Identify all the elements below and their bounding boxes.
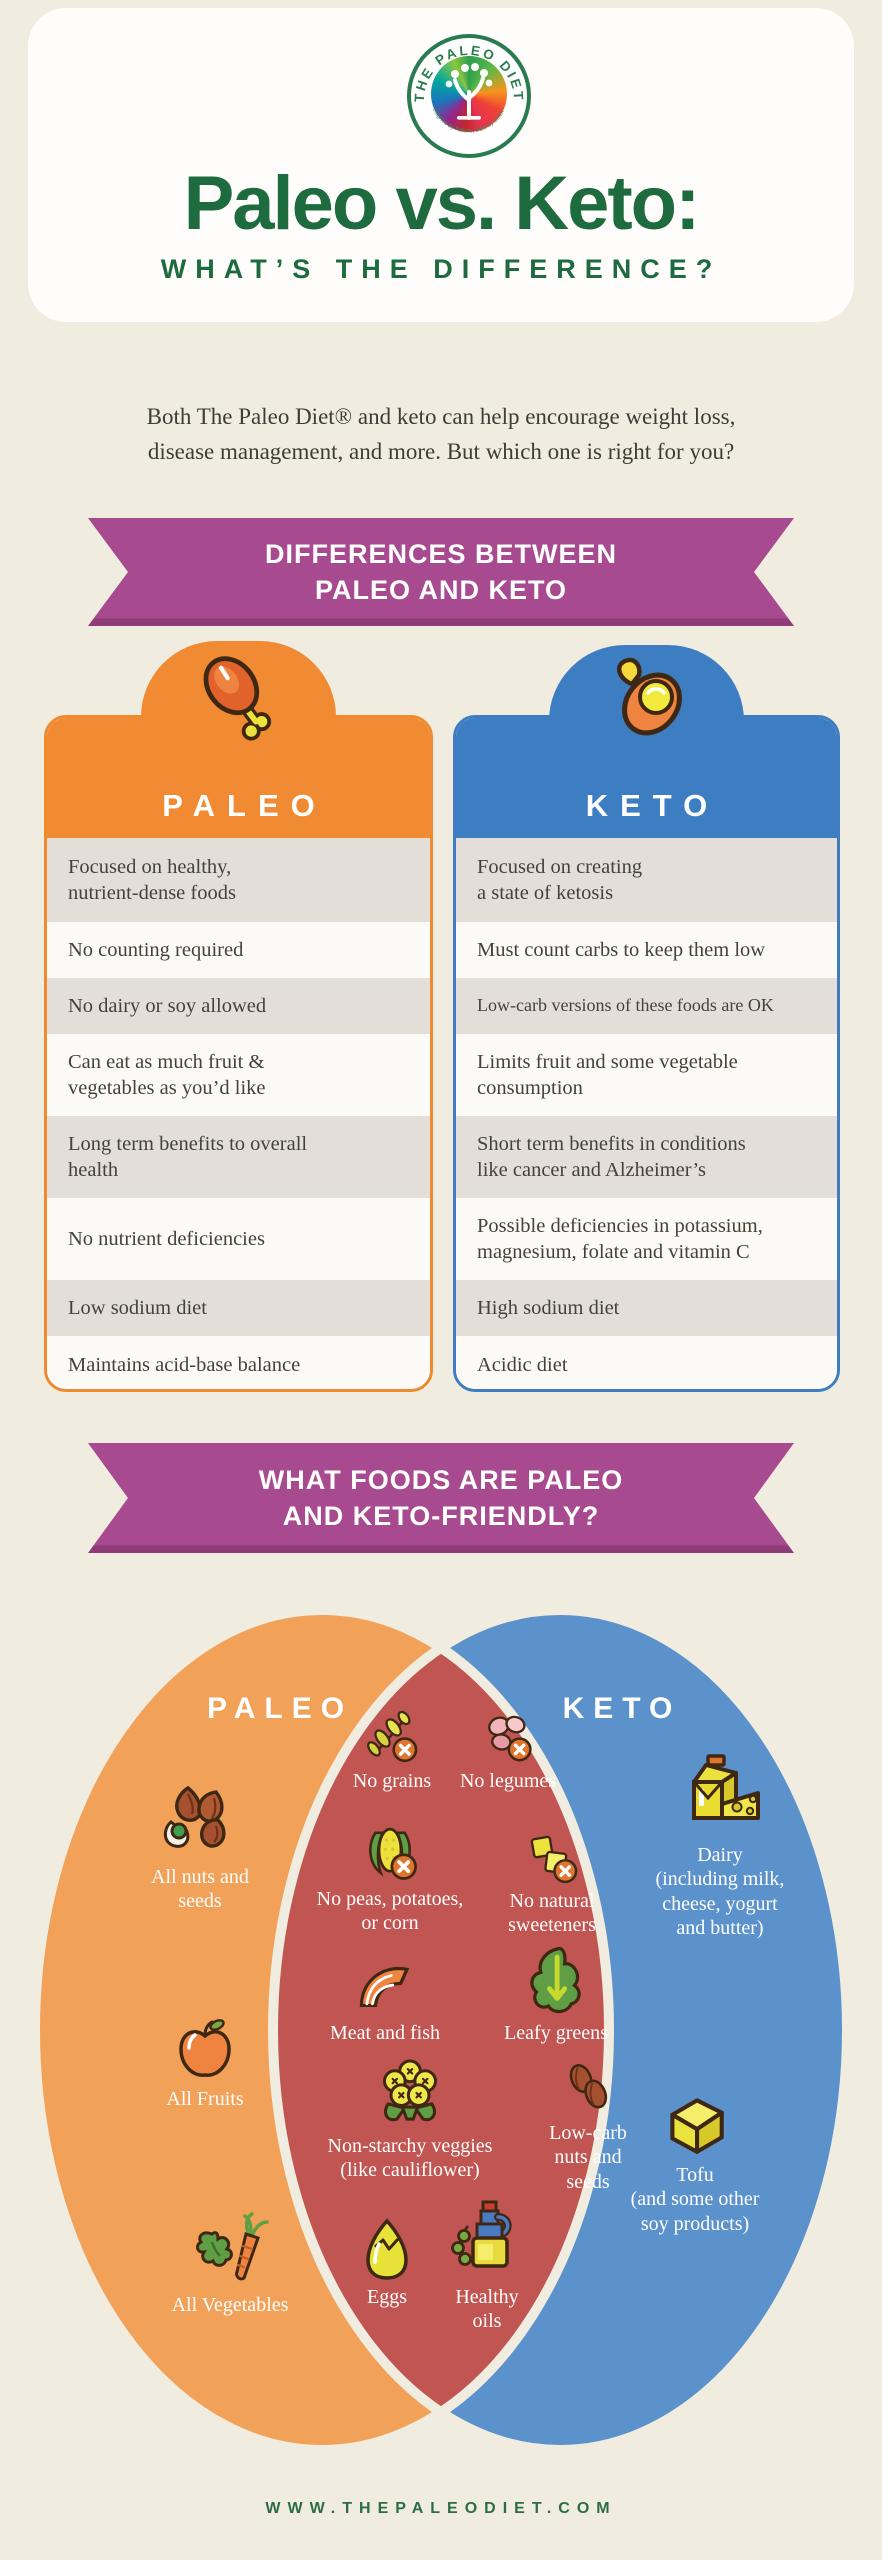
- drumstick-icon: [203, 656, 272, 741]
- paleo-row: No nutrient deficiencies: [47, 1198, 430, 1280]
- item-label: Leafy greens: [504, 2022, 608, 2044]
- vegetables-icon: [195, 2212, 269, 2281]
- page-subtitle: WHAT’S THE DIFFERENCE?: [160, 254, 722, 284]
- keto-row: Limits fruit and some vegetable consumpt…: [456, 1034, 837, 1116]
- keto-card-title: KETO: [456, 718, 837, 838]
- paleo-row: Long term benefits to overall health: [47, 1116, 430, 1198]
- corn-x-icon: [369, 1827, 417, 1880]
- item-label: No grains: [352, 1770, 432, 1792]
- wheat-x-icon: [367, 1710, 418, 1763]
- keto-row: Low-carb versions of these foods are OK: [456, 978, 837, 1034]
- paleo-row: Can eat as much fruit & vegetables as yo…: [47, 1034, 430, 1116]
- venn-item-low-carb-nuts: Low-carb nuts and seeds: [493, 2058, 683, 2194]
- venn-item-tofu: Tofu (and some other soy products): [600, 2086, 790, 2236]
- keto-row: Focused on creating a state of ketosis: [456, 838, 837, 922]
- paleo-row: No counting required: [47, 922, 430, 978]
- venn-item-all-nuts-seeds: All nuts and seeds: [105, 1778, 295, 1914]
- logo-circle: [407, 34, 531, 158]
- legumes-x-icon: [488, 1715, 532, 1762]
- fried-egg-icon: [616, 657, 682, 736]
- venn-item-eggs: Eggs: [292, 2216, 482, 2309]
- item-label: Non-starchy veggies (like cauliflower): [327, 2135, 493, 2182]
- venn-item-all-fruits: All Fruits: [110, 2016, 300, 2111]
- keto-row: Must count carbs to keep them low: [456, 922, 837, 978]
- dairy-icon: [692, 1754, 760, 1820]
- almonds-icon: [163, 1785, 226, 1848]
- item-label: All Vegetables: [171, 2294, 289, 2316]
- keto-row: High sodium diet: [456, 1280, 837, 1336]
- paleo-row: Low sodium diet: [47, 1280, 430, 1336]
- venn-item-no-grains: No grains: [297, 1706, 487, 1793]
- venn-paleo-label: PALEO: [207, 1692, 353, 1725]
- venn-overlap: [272, 1647, 610, 2413]
- salmon-icon: [359, 1966, 410, 2007]
- foods-banner: WHAT FOODS ARE PALEO AND KETO-FRIENDLY?: [88, 1443, 794, 1553]
- venn-item-no-peas-potatoes-corn: No peas, potatoes, or corn: [295, 1820, 485, 1936]
- venn-keto-label: KETO: [563, 1692, 682, 1725]
- keto-card: KETO Focused on creating a state of keto…: [453, 715, 840, 1392]
- item-label: All nuts and seeds: [151, 1866, 249, 1913]
- paleo-row: Focused on healthy, nutrient-dense foods: [47, 838, 430, 922]
- venn-item-dairy: Dairy (including milk, cheese, yogurt an…: [625, 1748, 815, 1941]
- leafy-greens-icon: [530, 1946, 581, 2014]
- venn-item-no-legumes: No legumes: [413, 1708, 603, 1793]
- item-label: All Fruits: [166, 2088, 244, 2110]
- keto-rows: Focused on creating a state of ketosis M…: [456, 838, 837, 1389]
- item-label: No legumes: [459, 1770, 557, 1792]
- keto-row: Acidic diet: [456, 1336, 837, 1389]
- paleo-row: Maintains acid-base balance: [47, 1336, 430, 1389]
- pecans-icon: [569, 2064, 608, 2109]
- venn-item-meat-fish: Meat and fish: [290, 1952, 480, 2045]
- item-label: Healthy oils: [455, 2286, 519, 2333]
- paleo-card: PALEO Focused on healthy, nutrient-dense…: [44, 715, 433, 1392]
- page-title: Paleo vs. Keto:: [183, 161, 701, 246]
- item-label: Dairy (including milk, cheese, yogurt an…: [655, 1844, 785, 1940]
- paleo-rows: Focused on healthy, nutrient-dense foods…: [47, 838, 430, 1389]
- paleo-card-title: PALEO: [47, 718, 430, 838]
- keto-row: Possible deficiencies in potassium, magn…: [456, 1198, 837, 1280]
- paleo-row: No dairy or soy allowed: [47, 978, 430, 1034]
- intro-text: Both The Paleo Diet® and keto can help e…: [146, 404, 736, 464]
- item-label: No natural sweeteners: [508, 1890, 596, 1937]
- item-label: Tofu (and some other soy products): [630, 2164, 760, 2235]
- venn-item-all-vegetables: All Vegetables: [135, 2210, 325, 2317]
- apple-icon: [179, 2019, 231, 2077]
- venn-item-no-sweeteners: No natural sweeteners: [457, 1828, 647, 1938]
- item-label: Eggs: [367, 2286, 407, 2308]
- paleo-diet-logo: THE PALEO DIET Designed by Nature, Built…: [407, 34, 531, 158]
- venn-item-leafy-greens: Leafy greens: [461, 1942, 651, 2045]
- item-label: Low-carb nuts and seeds: [549, 2122, 627, 2193]
- egg-icon: [366, 2218, 408, 2280]
- item-label: No peas, potatoes, or corn: [316, 1888, 464, 1935]
- hero-card: THE PALEO DIET Designed by Nature, Built…: [28, 8, 854, 322]
- venn-item-healthy-oils: Healthy oils: [392, 2198, 582, 2334]
- sugar-x-icon: [530, 1835, 578, 1884]
- logo-tree-icon: THE PALEO DIET Designed by Nature, Built…: [407, 34, 524, 135]
- differences-banner: DIFFERENCES BETWEEN PALEO AND KETO: [88, 518, 794, 626]
- footer-url: WWW.THEPALEODIET.COM: [265, 2500, 617, 2517]
- keto-row: Short term benefits in conditions like c…: [456, 1116, 837, 1198]
- cauliflower-icon: [382, 2059, 438, 2122]
- tofu-icon: [670, 2098, 724, 2154]
- oil-bottle-icon: [451, 2200, 512, 2268]
- item-label: Meat and fish: [330, 2022, 440, 2044]
- venn-item-non-starchy-veggies: Non-starchy veggies (like cauliflower): [315, 2055, 505, 2183]
